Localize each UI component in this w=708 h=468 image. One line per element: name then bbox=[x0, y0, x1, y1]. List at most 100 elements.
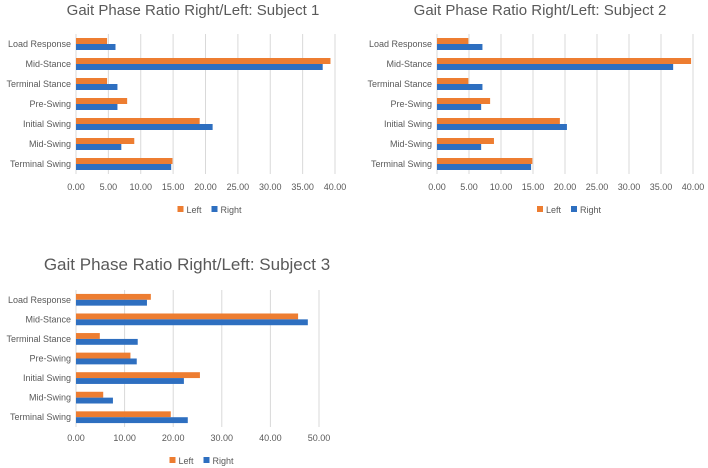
category-label: Terminal Stance bbox=[6, 79, 71, 89]
bar-right bbox=[76, 84, 118, 90]
x-tick-label: 5.00 bbox=[460, 182, 478, 192]
legend-label: Left bbox=[179, 456, 195, 466]
x-tick-label: 25.00 bbox=[227, 182, 250, 192]
x-tick-label: 35.00 bbox=[650, 182, 673, 192]
bar-left bbox=[437, 58, 692, 64]
x-tick-label: 35.00 bbox=[291, 182, 314, 192]
category-label: Initial Swing bbox=[23, 119, 71, 129]
legend-label: Right bbox=[580, 205, 602, 215]
legend-label: Right bbox=[221, 205, 243, 215]
bar-left bbox=[76, 118, 200, 124]
bar-left bbox=[437, 78, 469, 84]
bar-left bbox=[76, 313, 299, 320]
x-tick-label: 10.00 bbox=[490, 182, 513, 192]
x-tick-label: 40.00 bbox=[259, 433, 282, 443]
bar-right bbox=[76, 44, 116, 50]
bar-right bbox=[437, 164, 532, 170]
bar-right bbox=[437, 144, 482, 150]
bar-left bbox=[76, 98, 128, 104]
category-label: Load Response bbox=[8, 39, 71, 49]
bar-right bbox=[76, 397, 113, 404]
bar-left bbox=[76, 58, 331, 64]
bar-right bbox=[437, 104, 482, 110]
x-tick-label: 30.00 bbox=[211, 433, 234, 443]
bar-left bbox=[76, 138, 135, 144]
bar-left bbox=[437, 118, 560, 124]
legend-swatch-right bbox=[571, 206, 577, 212]
x-tick-label: 50.00 bbox=[308, 433, 331, 443]
category-label: Mid-Swing bbox=[29, 393, 71, 403]
bar-left bbox=[76, 411, 171, 418]
bar-left bbox=[437, 98, 491, 104]
x-tick-label: 20.00 bbox=[194, 182, 217, 192]
x-tick-label: 10.00 bbox=[113, 433, 136, 443]
bar-left bbox=[76, 372, 200, 379]
bar-left bbox=[76, 391, 104, 398]
legend-swatch-left bbox=[169, 457, 176, 463]
category-label: Load Response bbox=[369, 39, 432, 49]
legend-label: Left bbox=[546, 205, 562, 215]
legend-swatch-left bbox=[177, 206, 184, 212]
bar-right bbox=[76, 338, 138, 345]
bar-right bbox=[437, 64, 674, 70]
bar-left bbox=[76, 293, 151, 300]
bar-right bbox=[76, 144, 122, 150]
category-label: Initial Swing bbox=[23, 373, 71, 383]
category-label: Mid-Swing bbox=[390, 139, 432, 149]
bar-right bbox=[76, 64, 323, 70]
category-label: Pre-Swing bbox=[29, 354, 71, 364]
category-label: Terminal Stance bbox=[6, 334, 71, 344]
chart-title: Gait Phase Ratio Right/Left: Subject 2 bbox=[414, 2, 667, 19]
x-tick-label: 30.00 bbox=[259, 182, 282, 192]
x-tick-label: 20.00 bbox=[554, 182, 577, 192]
x-tick-label: 5.00 bbox=[100, 182, 118, 192]
category-label: Terminal Swing bbox=[371, 159, 432, 169]
bar-right bbox=[437, 84, 483, 90]
x-tick-label: 40.00 bbox=[324, 182, 347, 192]
category-label: Mid-Swing bbox=[29, 139, 71, 149]
category-label: Load Response bbox=[8, 295, 71, 305]
category-label: Mid-Stance bbox=[25, 59, 71, 69]
chart-title: Gait Phase Ratio Right/Left: Subject 1 bbox=[67, 2, 320, 19]
category-label: Mid-Stance bbox=[386, 59, 432, 69]
bar-right bbox=[437, 124, 567, 130]
category-label: Initial Swing bbox=[384, 119, 432, 129]
legend-swatch-right bbox=[211, 206, 218, 212]
legend-label: Right bbox=[213, 456, 235, 466]
x-tick-label: 0.00 bbox=[67, 433, 85, 443]
legend-label: Left bbox=[187, 205, 203, 215]
x-tick-label: 0.00 bbox=[428, 182, 446, 192]
bar-left bbox=[76, 352, 131, 359]
bar-right bbox=[76, 164, 172, 170]
bar-right bbox=[76, 378, 184, 384]
x-tick-label: 40.00 bbox=[682, 182, 705, 192]
chart-subject-1: Gait Phase Ratio Right/Left: Subject 1 0.… bbox=[6, 2, 346, 215]
x-tick-label: 10.00 bbox=[129, 182, 152, 192]
bar-right bbox=[76, 104, 118, 110]
bar-left bbox=[437, 158, 533, 164]
bar-left bbox=[437, 38, 469, 44]
category-label: Terminal Stance bbox=[367, 79, 432, 89]
chart-subject-3: Gait Phase Ratio Right/Left: Subject 3 0.… bbox=[6, 255, 330, 466]
chart-title: Gait Phase Ratio Right/Left: Subject 3 bbox=[44, 255, 330, 274]
category-label: Terminal Swing bbox=[10, 159, 71, 169]
bar-left bbox=[76, 333, 100, 339]
x-tick-label: 25.00 bbox=[586, 182, 609, 192]
bar-right bbox=[76, 417, 188, 424]
x-tick-label: 20.00 bbox=[162, 433, 185, 443]
bar-right bbox=[76, 358, 137, 365]
bar-right bbox=[76, 124, 213, 130]
chart-subject-2: Gait Phase Ratio Right/Left: Subject 2 0.… bbox=[367, 2, 704, 215]
category-label: Pre-Swing bbox=[29, 99, 71, 109]
bar-right bbox=[437, 44, 483, 50]
bar-left bbox=[76, 158, 173, 164]
x-tick-label: 0.00 bbox=[67, 182, 85, 192]
legend-swatch-right bbox=[203, 457, 210, 463]
legend-swatch-left bbox=[537, 206, 543, 212]
bar-left bbox=[76, 78, 108, 84]
x-tick-label: 30.00 bbox=[618, 182, 641, 192]
bar-left bbox=[437, 138, 494, 144]
category-label: Pre-Swing bbox=[390, 99, 432, 109]
x-tick-label: 15.00 bbox=[162, 182, 185, 192]
